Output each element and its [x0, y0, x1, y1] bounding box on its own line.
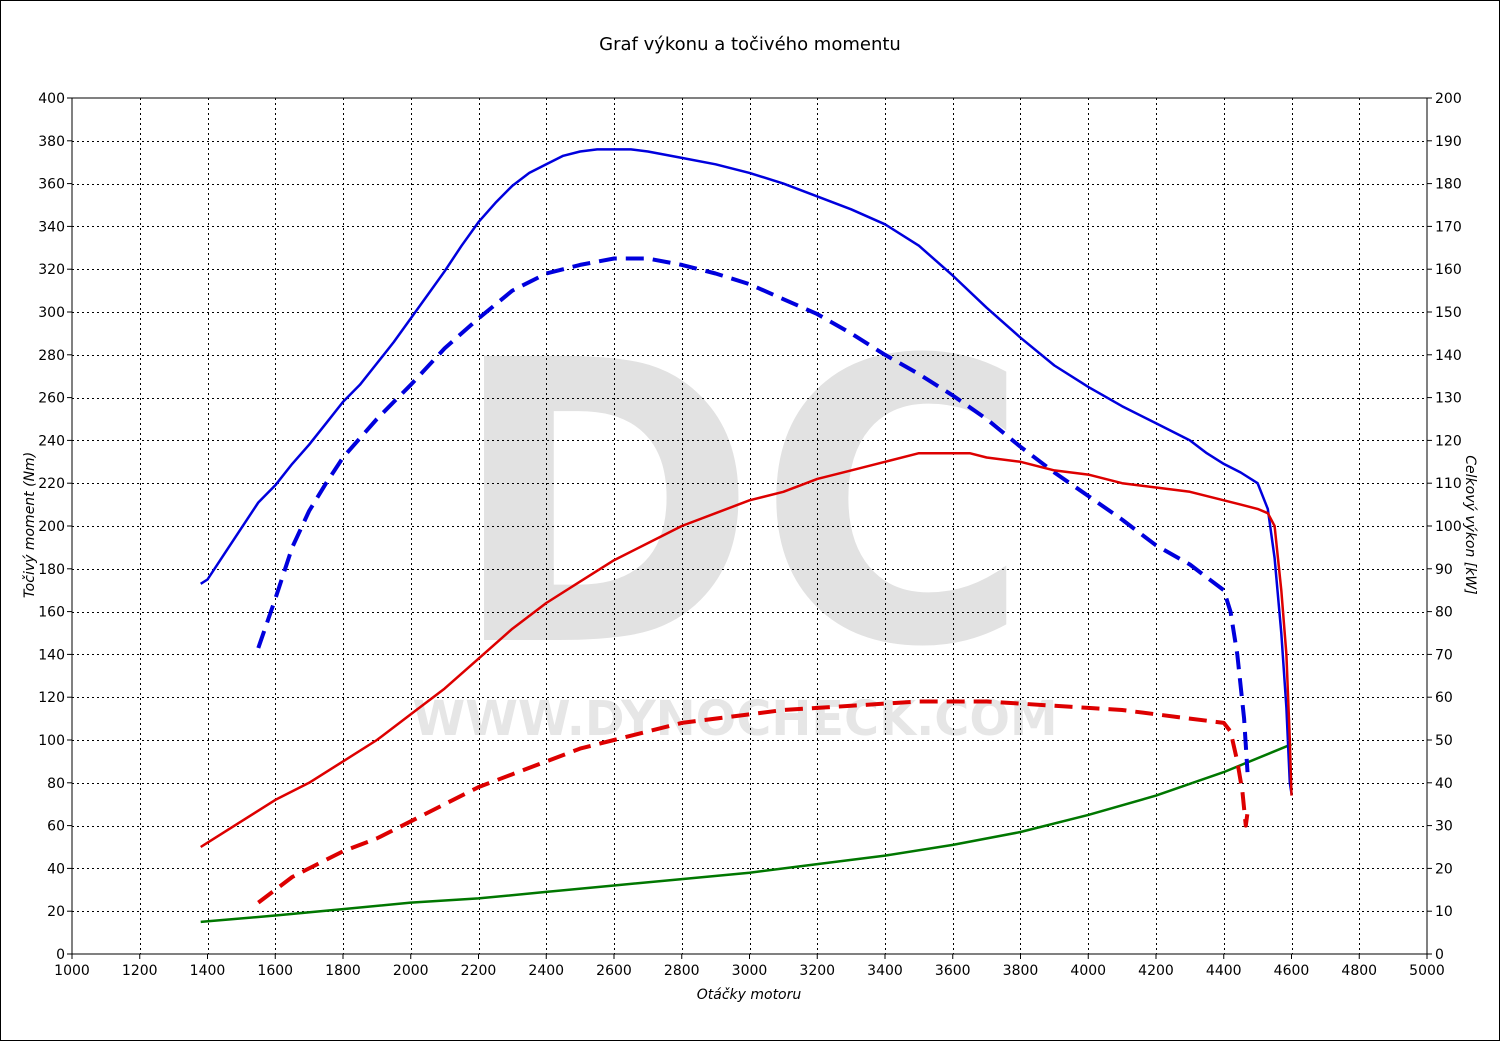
x-tick-label: 4400	[1206, 963, 1242, 979]
y-right-tick-label: 200	[1435, 91, 1462, 107]
x-tick-label: 4800	[1341, 963, 1377, 979]
y-right-tick-label: 150	[1435, 305, 1462, 321]
chart-title: Graf výkonu a točivého momentu	[599, 34, 901, 55]
y-left-tick-label: 0	[56, 947, 65, 963]
y-left-tick-label: 380	[38, 134, 65, 150]
y-left-tick-label: 60	[47, 819, 65, 835]
watermark-url: WWW.DYNOCHECK.COM	[413, 691, 1058, 747]
x-tick-label: 3800	[1003, 963, 1039, 979]
x-axis-ticks: 1000 1200 1400 1600 1800 2000 2200 2400 2600 2800…	[54, 954, 1445, 979]
x-tick-label: 4200	[1138, 963, 1174, 979]
x-tick-label: 2600	[596, 963, 632, 979]
y-left-tick-label: 280	[38, 348, 65, 364]
y-right-tick-label: 170	[1435, 219, 1462, 235]
x-tick-label: 2200	[461, 963, 497, 979]
y-right-axis-label: Celkový výkon [kW]	[1462, 455, 1478, 594]
y-right-tick-label: 40	[1435, 776, 1453, 792]
y-left-tick-label: 100	[38, 733, 65, 749]
y-right-tick-label: 120	[1435, 433, 1462, 449]
x-tick-label: 3400	[867, 963, 903, 979]
y-right-tick-label: 20	[1435, 861, 1453, 877]
y-left-tick-label: 20	[47, 904, 65, 920]
x-axis-label: Otáčky motoru	[697, 987, 802, 1003]
y-right-tick-label: 50	[1435, 733, 1453, 749]
y-right-tick-label: 190	[1435, 134, 1462, 150]
series-layer	[200, 148, 1293, 924]
x-tick-label: 2000	[393, 963, 429, 979]
x-tick-label: 4600	[1274, 963, 1310, 979]
y-left-tick-label: 240	[38, 433, 65, 449]
y-left-tick-label: 180	[38, 562, 65, 578]
grid	[72, 98, 1427, 954]
x-tick-label: 1000	[54, 963, 90, 979]
y-left-tick-label: 120	[38, 690, 65, 706]
y-left-axis-label: Točivý moment (Nm)	[22, 452, 38, 598]
x-tick-label: 3200	[799, 963, 835, 979]
y-right-tick-label: 130	[1435, 391, 1462, 407]
y-left-tick-label: 300	[38, 305, 65, 321]
y-left-tick-label: 400	[38, 91, 65, 107]
y-right-tick-label: 80	[1435, 605, 1453, 621]
y-left-tick-label: 320	[38, 262, 65, 278]
x-tick-label: 5000	[1409, 963, 1445, 979]
x-tick-label: 3600	[935, 963, 971, 979]
y-right-tick-label: 90	[1435, 562, 1453, 578]
series-line-4	[257, 699, 1250, 905]
y-right-tick-label: 0	[1435, 947, 1444, 963]
series-line-1	[200, 148, 1293, 794]
y-left-tick-label: 40	[47, 861, 65, 877]
y-right-tick-label: 30	[1435, 819, 1453, 835]
watermark: DC WWW.DYNOCHECK.COM	[413, 278, 1058, 747]
y-right-tick-label: 70	[1435, 647, 1453, 663]
y-left-tick-label: 200	[38, 519, 65, 535]
x-tick-label: 4000	[1070, 963, 1106, 979]
series-line-3	[200, 451, 1293, 849]
y-left-axis-ticks: 0 20 40 60 80 100 120 140 160 180 200 220 240 260 280 3…	[38, 91, 72, 963]
x-tick-label: 1200	[122, 963, 158, 979]
y-right-tick-label: 60	[1435, 690, 1453, 706]
x-tick-label: 1600	[257, 963, 293, 979]
y-right-tick-label: 100	[1435, 519, 1462, 535]
y-right-axis-ticks: 0 10 20 30 40 50 60 70 80 90 100 110 120 130 140 150 160…	[1427, 91, 1462, 963]
series-line-5	[200, 743, 1292, 924]
y-left-tick-label: 260	[38, 391, 65, 407]
x-tick-label: 1400	[190, 963, 226, 979]
y-left-tick-label: 340	[38, 219, 65, 235]
x-tick-label: 2800	[664, 963, 700, 979]
y-left-tick-label: 80	[47, 776, 65, 792]
y-right-tick-label: 140	[1435, 348, 1462, 364]
y-right-tick-label: 110	[1435, 476, 1462, 492]
x-tick-label: 2400	[528, 963, 564, 979]
y-right-tick-label: 180	[1435, 177, 1462, 193]
series-line-2	[256, 256, 1250, 773]
y-right-tick-label: 10	[1435, 904, 1453, 920]
y-left-tick-label: 220	[38, 476, 65, 492]
x-tick-label: 3000	[732, 963, 768, 979]
x-tick-label: 1800	[325, 963, 361, 979]
y-left-tick-label: 140	[38, 647, 65, 663]
y-right-tick-label: 160	[1435, 262, 1462, 278]
y-left-tick-label: 160	[38, 605, 65, 621]
y-left-tick-label: 360	[38, 177, 65, 193]
